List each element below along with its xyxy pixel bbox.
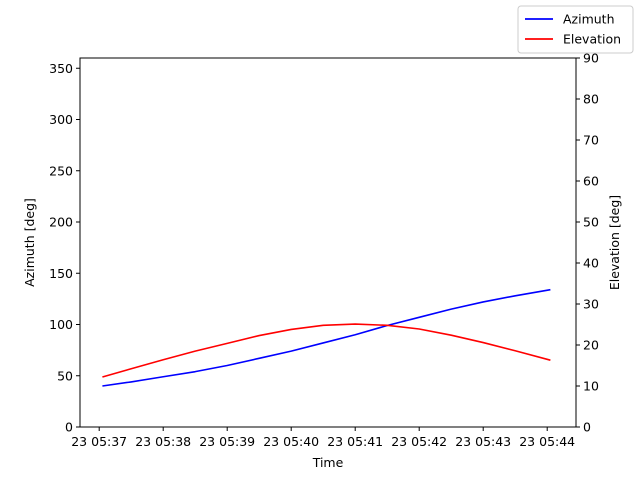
series-line-elevation [102,323,551,378]
left-axis: 0 50 100 150 200 250 300 350 [49,61,80,435]
left-tick-label: 50 [57,368,73,383]
series-line-azimuth [102,288,551,387]
plot-frame [79,57,577,428]
x-axis-label: Time [312,455,344,470]
right-tick-label: 10 [583,379,599,394]
legend: Azimuth Elevation [517,5,634,54]
left-tick-label: 100 [49,317,73,332]
right-tick-label: 60 [583,174,599,189]
left-tick-label: 250 [49,163,73,178]
legend-label-azimuth: Azimuth [563,12,615,27]
right-tick-label: 80 [583,92,599,107]
left-tick-label: 350 [49,61,73,76]
legend-box [517,5,634,54]
left-tick-label: 0 [65,420,73,435]
right-tick-label: 50 [583,215,599,230]
x-tick-label: 23 05:41 [327,434,383,449]
x-axis: 23 05:37 23 05:38 23 05:39 23 05:40 23 05:41… [71,427,575,449]
right-tick-label: 0 [583,420,591,435]
x-tick-label: 23 05:38 [135,434,191,449]
right-tick-label: 70 [583,133,599,148]
x-tick-label: 23 05:37 [71,434,127,449]
x-tick-label: 23 05:42 [391,434,447,449]
right-tick-label: 30 [583,297,599,312]
right-tick-label: 20 [583,338,599,353]
left-tick-label: 200 [49,215,73,230]
left-axis-label: Azimuth [deg] [22,198,37,287]
x-tick-label: 23 05:44 [519,434,575,449]
left-tick-label: 300 [49,112,73,127]
right-axis-label: Elevation [deg] [607,195,622,290]
right-tick-label: 40 [583,256,599,271]
legend-label-elevation: Elevation [563,32,621,47]
left-tick-label: 150 [49,266,73,281]
x-tick-label: 23 05:40 [263,434,319,449]
x-tick-label: 23 05:43 [455,434,511,449]
right-tick-label: 90 [583,51,599,66]
right-axis: 0 10 20 30 40 50 60 70 80 90 [576,51,599,435]
x-tick-label: 23 05:39 [199,434,255,449]
plot-lines [102,288,551,387]
